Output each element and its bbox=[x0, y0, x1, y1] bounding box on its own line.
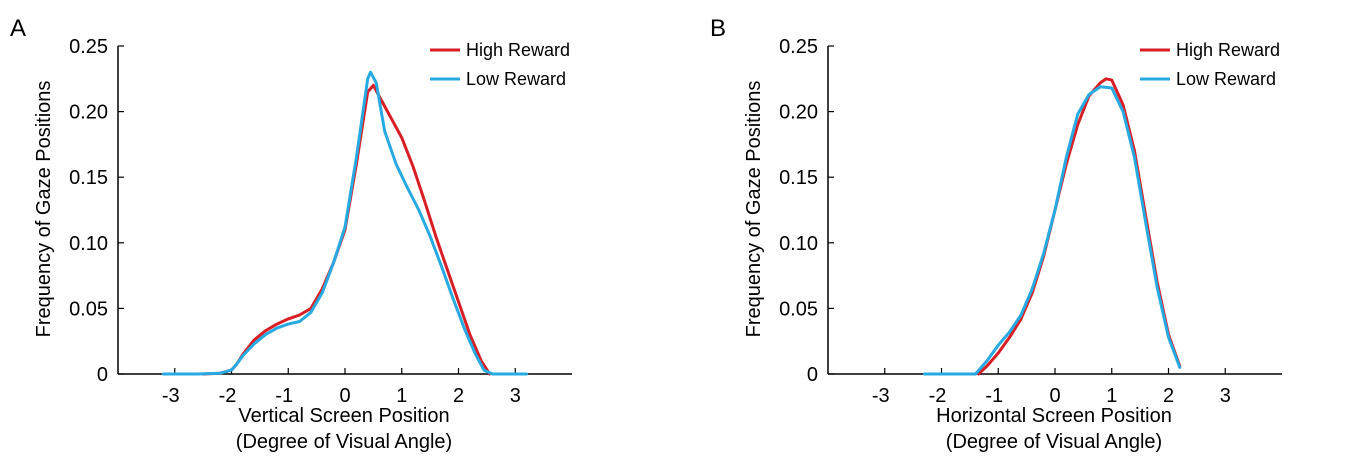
x-tick-label: 3 bbox=[510, 385, 521, 407]
x-axis-label-line2: (Degree of Visual Angle) bbox=[236, 431, 452, 453]
y-tick-label: 0.25 bbox=[69, 36, 108, 58]
panel-label: B bbox=[710, 15, 726, 42]
x-tick-label: 0 bbox=[1049, 385, 1060, 407]
y-tick-label: 0 bbox=[97, 364, 108, 386]
x-tick-label: 2 bbox=[453, 385, 464, 407]
x-axis-label: Horizontal Screen Position bbox=[936, 405, 1172, 427]
x-tick-label: 0 bbox=[339, 385, 350, 407]
y-axis-label: Frequency of Gaze Positions bbox=[33, 81, 55, 338]
legend: High Reward Low Reward bbox=[430, 40, 570, 89]
series-line-low-reward bbox=[923, 85, 1182, 376]
y-tick-label: 0.20 bbox=[69, 102, 108, 124]
series-lines bbox=[161, 70, 529, 376]
y-tick-label: 0 bbox=[807, 364, 818, 386]
y-tick-label: 0.05 bbox=[779, 298, 818, 320]
legend-label: Low Reward bbox=[466, 69, 566, 89]
series-lines bbox=[923, 77, 1182, 376]
y-axis-label: Frequency of Gaze Positions bbox=[743, 81, 765, 338]
x-tick-label: -2 bbox=[219, 385, 237, 407]
x-tick-label: 3 bbox=[1220, 385, 1231, 407]
x-tick-label: 1 bbox=[1106, 385, 1117, 407]
legend-label: High Reward bbox=[466, 40, 570, 60]
y-tick-label: 0.15 bbox=[779, 167, 818, 189]
y-tick-label: 0.05 bbox=[69, 298, 108, 320]
panel-a: A Frequency of Gaze Positions 00.050.100… bbox=[10, 15, 572, 453]
x-tick-label: -1 bbox=[985, 385, 1003, 407]
x-tick-label: 1 bbox=[396, 385, 407, 407]
series-line-low-reward bbox=[161, 70, 529, 376]
x-tick-label: -1 bbox=[275, 385, 293, 407]
x-axis-label: Vertical Screen Position bbox=[238, 405, 449, 427]
series-line-high-reward bbox=[201, 83, 492, 376]
x-tick-label: -3 bbox=[162, 385, 180, 407]
legend-label: Low Reward bbox=[1176, 69, 1276, 89]
y-tick-label: 0.25 bbox=[779, 36, 818, 58]
legend: High Reward Low Reward bbox=[1140, 40, 1280, 89]
axes: 0 0.05 0.10 0.15 0.20 0.25 -3 -2 -1 0 1 2 3 bbox=[69, 36, 572, 407]
y-tick-label: 0.15 bbox=[69, 167, 108, 189]
x-axis-label-line2: (Degree of Visual Angle) bbox=[946, 431, 1162, 453]
panel-b: B Frequency of Gaze Positions 00.050.100… bbox=[710, 15, 1282, 453]
x-tick-label: -2 bbox=[929, 385, 947, 407]
axes: 0 0.05 0.10 0.15 0.20 0.25 -3 -2 -1 0 1 2 3 bbox=[779, 36, 1282, 407]
y-tick-label: 0.10 bbox=[779, 233, 818, 255]
y-tick-label: 0.20 bbox=[779, 102, 818, 124]
panel-label: A bbox=[10, 15, 26, 42]
series-line-high-reward bbox=[976, 77, 1182, 376]
y-tick-label: 0.10 bbox=[69, 233, 108, 255]
x-tick-label: 2 bbox=[1163, 385, 1174, 407]
x-tick-label: -3 bbox=[872, 385, 890, 407]
legend-label: High Reward bbox=[1176, 40, 1280, 60]
